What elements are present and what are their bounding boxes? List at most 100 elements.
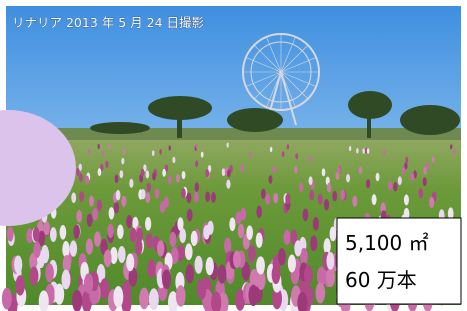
flower [86, 238, 93, 254]
flower [107, 224, 114, 238]
flower [256, 206, 262, 218]
flower [340, 190, 345, 200]
flower [299, 182, 303, 192]
flower [97, 200, 102, 212]
flower [159, 149, 162, 155]
flower [246, 225, 253, 240]
flower [376, 173, 380, 181]
flower [176, 174, 180, 183]
flower [60, 225, 67, 240]
flower [249, 151, 252, 157]
flower [104, 250, 112, 267]
flower [108, 144, 110, 149]
flower [149, 288, 159, 310]
flower [453, 149, 456, 155]
flower [398, 176, 402, 185]
flower [84, 273, 93, 293]
flower [265, 194, 270, 205]
flower [181, 188, 186, 198]
flower [101, 151, 104, 157]
flower [326, 252, 334, 270]
flower [393, 182, 397, 192]
flower [316, 282, 326, 303]
flower [404, 194, 409, 205]
flower [294, 166, 297, 174]
flower [121, 158, 124, 165]
flower [195, 160, 198, 167]
flower [100, 278, 109, 299]
page: リナリア 2013 年 5 月 24 日撮影 5,100 ㎡ 60 万本 (()… [0, 0, 467, 311]
flower [450, 144, 452, 149]
flower [352, 196, 357, 207]
flower [294, 240, 301, 256]
flower [405, 157, 408, 164]
flower [129, 179, 133, 188]
flower [162, 169, 166, 177]
flower [241, 165, 244, 173]
flower [115, 174, 119, 183]
flower [197, 279, 206, 300]
flower [367, 148, 370, 154]
flower [346, 174, 350, 183]
flower [227, 143, 229, 148]
flower [185, 243, 193, 260]
flower [372, 194, 377, 205]
flower [285, 193, 290, 204]
photo: リナリア 2013 年 5 月 24 日撮影 5,100 ㎡ 60 万本 [0, 0, 467, 311]
flower [71, 192, 76, 203]
flower [211, 192, 216, 203]
flower [54, 283, 64, 304]
flower [410, 173, 414, 181]
flower [322, 168, 326, 176]
flower [287, 144, 289, 149]
flower [304, 265, 313, 284]
flower [87, 214, 93, 227]
flower [61, 270, 70, 290]
flower [117, 224, 124, 238]
flower [109, 207, 115, 219]
flower [141, 189, 146, 199]
flower [16, 275, 25, 295]
flower [89, 196, 94, 207]
flower [418, 188, 423, 198]
flower [120, 170, 124, 178]
flower [423, 167, 427, 175]
flower [182, 171, 186, 179]
flower [402, 167, 406, 175]
flower [118, 246, 126, 263]
flower [185, 264, 194, 283]
flower [126, 215, 132, 228]
flower [94, 231, 101, 246]
flower [229, 217, 235, 231]
flower [172, 157, 175, 164]
flower [139, 288, 149, 310]
flower [359, 166, 363, 174]
flower [222, 168, 226, 176]
flower [423, 177, 427, 186]
flower [432, 156, 435, 163]
flower [388, 181, 392, 190]
flower [155, 188, 160, 198]
flower [295, 153, 298, 159]
flower [33, 227, 40, 242]
flower [33, 242, 40, 258]
flower [218, 265, 227, 284]
flower [226, 180, 230, 189]
flower [14, 256, 22, 274]
flower [332, 191, 337, 202]
flower [116, 190, 121, 200]
flower [327, 183, 331, 193]
flower [146, 233, 153, 249]
flower [88, 149, 91, 155]
flower [309, 190, 314, 200]
flower [310, 235, 317, 251]
flower [282, 151, 285, 157]
flower [79, 173, 83, 182]
flower [7, 227, 14, 242]
flower [147, 183, 151, 193]
flower [195, 182, 199, 192]
flower [169, 145, 171, 150]
flower [288, 254, 296, 272]
flower [92, 208, 98, 221]
flower [257, 256, 265, 274]
